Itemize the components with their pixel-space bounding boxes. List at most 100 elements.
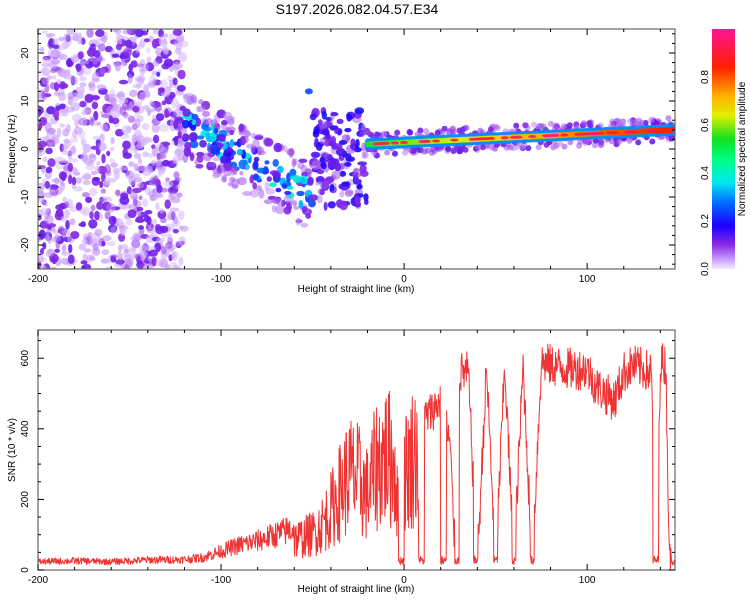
spectrogram-cell [633, 118, 640, 125]
snr-point [394, 446, 395, 447]
spectrogram-cell [304, 88, 313, 95]
spectrogram-cell [551, 133, 560, 137]
spectrogram-cell [581, 121, 588, 128]
spectrogram-cell [49, 82, 57, 90]
spectrogram-cell [610, 131, 619, 135]
spectrogram-cell [129, 89, 138, 98]
spectrogram-cell [152, 78, 157, 83]
spectrogram-cell [110, 137, 115, 145]
spectrogram-cell [308, 194, 319, 201]
spectrogram-cell [262, 166, 269, 175]
snr-point [321, 517, 322, 518]
spectrogram-cell [237, 177, 247, 186]
snr-y-label: SNR (10 * v/v) [7, 418, 18, 482]
spectrogram-cell [67, 254, 75, 265]
spectrogram-cell [312, 129, 320, 138]
spectrogram-cell [73, 126, 83, 135]
spectrogram-cell [117, 244, 123, 253]
spectrogram-cell [547, 120, 554, 127]
spectrogram-cell [190, 113, 199, 120]
spectrogram-cell [173, 171, 180, 179]
spectrogram-cell [360, 124, 367, 131]
spectrogram-cell [61, 150, 71, 156]
spectrogram-cell [144, 90, 151, 98]
spectrogram-cell [345, 189, 354, 196]
spectrogram-cell [307, 176, 314, 186]
spectrogram-cell [106, 105, 114, 115]
spectrogram-cell [44, 83, 50, 93]
spectrogram-cell [134, 118, 141, 129]
snr-x-ticks: -200 -100 0 100 [28, 330, 661, 586]
colorbar-tick-label: 0.4 [700, 166, 711, 180]
spectrogram-cell [59, 103, 66, 110]
spectrogram-cell [135, 29, 144, 38]
spectrogram-cell [596, 131, 605, 135]
spectrogram-cell [80, 116, 88, 127]
spectrogram-cell [155, 258, 161, 267]
spectrogram-cell [81, 238, 88, 249]
spectrogram-cell [300, 222, 309, 228]
x-tick-label: -200 [28, 575, 48, 586]
spectrogram-cell [531, 121, 537, 128]
spectrogram-cell [38, 47, 45, 52]
spectrogram-cell [132, 198, 138, 206]
spectrogram-cell [194, 158, 199, 165]
spectrogram-cell [99, 133, 105, 142]
spectrogram-cell [167, 233, 173, 242]
spectrogram-cell [85, 164, 96, 171]
spectrogram-cell [160, 231, 168, 238]
spectrogram-cell [648, 117, 655, 124]
spectrogram-cell [50, 59, 61, 65]
spectrogram-cell [172, 228, 179, 234]
spectrogram-cell [61, 243, 67, 254]
spectrogram-cell [320, 162, 327, 168]
spectrogram-cell [63, 201, 70, 209]
spectrogram-cell [97, 142, 107, 152]
spectrogram-cell [104, 211, 111, 220]
spectrogram-cell [223, 111, 233, 122]
spectrogram-cell [591, 142, 598, 149]
spectrogram-cell [38, 254, 44, 263]
spectrogram-cell [296, 190, 305, 197]
spectrogram-cell [67, 92, 75, 100]
spectrogram-cell [130, 60, 138, 68]
spectrogram-cell [183, 147, 192, 157]
spectrogram-cell [363, 199, 369, 206]
spectrogram-cell [94, 228, 103, 237]
spectrogram-cell [628, 130, 637, 134]
spectrogram-cell [176, 84, 186, 92]
spectrogram-cell [356, 183, 363, 190]
snr-series [38, 343, 675, 570]
spectrogram-cell [355, 138, 360, 149]
spectrogram-cell [84, 59, 90, 65]
spectrogram-cell [139, 250, 148, 258]
spectrogram-cell [199, 139, 207, 148]
spectrogram-cell [164, 108, 169, 119]
snr-point [513, 562, 514, 563]
y-tick-label: 200 [20, 491, 31, 508]
spectrogram-cell [566, 122, 573, 129]
spectrogram-cell [134, 153, 142, 159]
spectrogram-cell [286, 172, 291, 183]
spectrogram-cell [86, 48, 96, 57]
spectrogram-cell [205, 132, 211, 140]
spectrogram-cell [327, 201, 336, 209]
snr-point [111, 562, 112, 563]
y-tick-label: -20 [20, 237, 31, 252]
spectrogram-cell [394, 129, 401, 136]
spectrogram-cell [58, 36, 65, 42]
spectrogram-cell [157, 167, 166, 173]
spectrogram-cell [174, 47, 182, 55]
spectrogram-cell [122, 140, 131, 150]
spectrogram-cell [178, 236, 186, 246]
spectrogram-cell [207, 161, 217, 167]
spectrogram-cell [47, 248, 55, 257]
spectrogram-cell [560, 133, 569, 137]
spectrogram-cell [89, 211, 94, 220]
spectrogram-cell [180, 40, 189, 48]
spectrogram-cell [132, 173, 141, 178]
spectrogram-cell [38, 123, 43, 130]
spectrogram-cell [47, 48, 55, 59]
spectrogram-cell [265, 187, 276, 195]
snr-point [458, 372, 459, 373]
